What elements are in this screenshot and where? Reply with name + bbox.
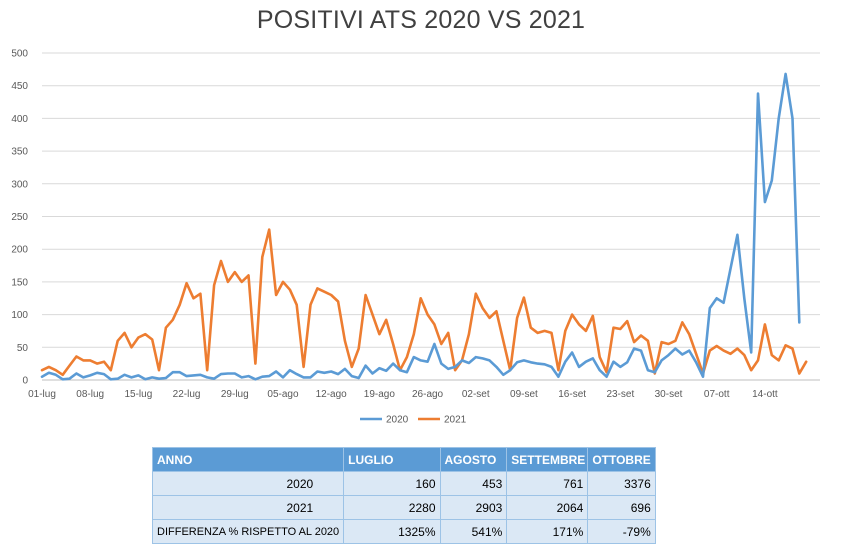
y-tick-label: 50 <box>17 343 29 354</box>
x-tick-label: 09-set <box>510 389 538 400</box>
series-line-2020 <box>40 72 801 381</box>
table-header-cell: AGOSTO <box>439 447 508 472</box>
table-cell: 160 <box>343 471 441 496</box>
series-line-2021 <box>40 228 808 377</box>
y-tick-label: 350 <box>11 147 28 158</box>
table-row: 2020 160 453 761 3376 <box>151 471 656 496</box>
table-header-cell: OTTOBRE <box>587 447 656 472</box>
y-tick-label: 450 <box>11 81 28 92</box>
table-cell: 541% <box>439 519 508 544</box>
table-cell: DIFFERENZA % RISPETTO AL 2020 <box>151 519 345 544</box>
table-cell: 453 <box>439 471 508 496</box>
table-header-cell: LUGLIO <box>343 447 441 472</box>
table-cell: 3376 <box>587 471 656 496</box>
table-header-row: ANNO LUGLIO AGOSTO SETTEMBRE OTTOBRE <box>151 447 656 472</box>
gridlines <box>42 52 820 381</box>
y-tick-label: 400 <box>11 114 28 125</box>
table-cell: 2021 <box>151 495 345 520</box>
monthly-summary-table: ANNO LUGLIO AGOSTO SETTEMBRE OTTOBRE 202… <box>151 447 656 544</box>
y-tick-label: 200 <box>11 245 28 256</box>
table-row: 2021 2280 2903 2064 696 <box>151 495 656 520</box>
table-cell: 2064 <box>506 495 589 520</box>
table-header-cell: SETTEMBRE <box>506 447 589 472</box>
x-tick-label: 22-lug <box>173 389 201 400</box>
y-tick-label: 150 <box>11 277 28 288</box>
y-axis-ticks: 0 50 100 150 200 250 300 350 400 450 500 <box>11 49 28 387</box>
x-tick-label: 29-lug <box>221 389 249 400</box>
table-cell: 2280 <box>343 495 441 520</box>
x-tick-label: 23-set <box>606 389 634 400</box>
y-tick-label: 500 <box>11 49 28 60</box>
table-row: DIFFERENZA % RISPETTO AL 2020 1325% 541%… <box>151 519 656 544</box>
legend: 2020 2021 <box>360 415 467 426</box>
table-cell: 2020 <box>151 471 345 496</box>
y-tick-label: 300 <box>11 179 28 190</box>
table-cell: 761 <box>506 471 589 496</box>
legend-label: 2020 <box>386 415 409 426</box>
y-tick-label: 0 <box>22 376 28 387</box>
table-cell: 696 <box>587 495 656 520</box>
x-tick-label: 19-ago <box>364 389 396 400</box>
table-cell: 171% <box>506 519 589 544</box>
x-tick-label: 15-lug <box>124 389 152 400</box>
table-cell: -79% <box>587 519 656 544</box>
x-tick-label: 01-lug <box>28 389 56 400</box>
legend-label: 2021 <box>444 415 467 426</box>
x-tick-label: 14-ott <box>752 389 778 400</box>
x-tick-label: 07-ott <box>704 389 730 400</box>
table-header-cell: ANNO <box>151 447 345 472</box>
table-cell: 2903 <box>439 495 508 520</box>
chart-title: POSITIVI ATS 2020 VS 2021 <box>256 6 586 34</box>
series-lines <box>40 72 808 381</box>
y-tick-label: 100 <box>11 310 28 321</box>
x-tick-label: 05-ago <box>267 389 299 400</box>
x-tick-label: 12-ago <box>316 389 348 400</box>
x-tick-label: 30-set <box>655 389 683 400</box>
x-axis-ticks: 01-lug 08-lug 15-lug 22-lug 29-lug 05-ago 12-a… <box>28 389 778 400</box>
x-tick-label: 02-set <box>462 389 490 400</box>
table-cell: 1325% <box>343 519 441 544</box>
x-tick-label: 26-ago <box>412 389 444 400</box>
y-tick-label: 250 <box>11 212 28 223</box>
line-chart: 0 50 100 150 200 250 300 350 400 450 500 01-lug 08-… <box>11 49 820 426</box>
x-tick-label: 16-set <box>558 389 586 400</box>
x-tick-label: 08-lug <box>76 389 104 400</box>
